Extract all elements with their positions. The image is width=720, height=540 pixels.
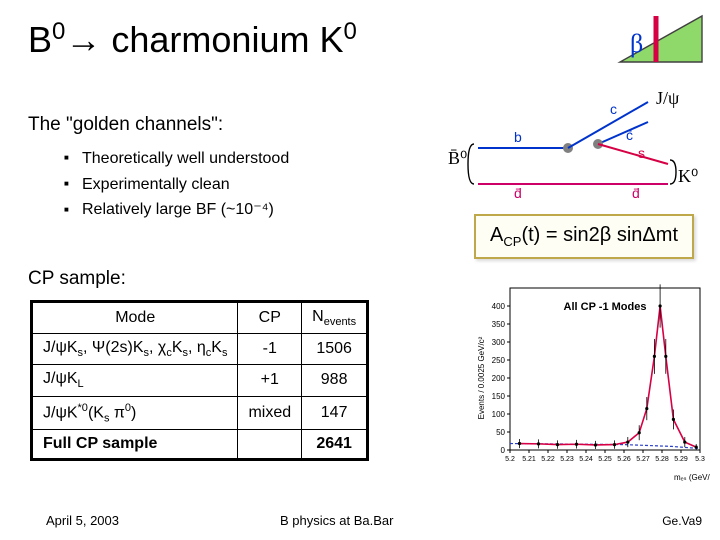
table-row: J/ψKL+1988 — [32, 365, 368, 396]
svg-text:350: 350 — [492, 320, 506, 329]
svg-text:J/ψ: J/ψ — [656, 88, 680, 108]
svg-text:5.21: 5.21 — [522, 456, 536, 463]
table-row-full: Full CP sample2641 — [32, 430, 368, 460]
svg-text:5.23: 5.23 — [560, 456, 574, 463]
svg-text:100: 100 — [492, 410, 506, 419]
table-header-row: Mode CP Nevents — [32, 302, 368, 334]
col-cp: CP — [238, 302, 302, 334]
svg-text:s: s — [638, 145, 645, 161]
svg-text:All CP -1 Modes: All CP -1 Modes — [564, 301, 647, 313]
svg-text:5.3: 5.3 — [695, 456, 705, 463]
svg-text:5.29: 5.29 — [674, 456, 688, 463]
golden-channels-heading: The "golden channels": — [28, 114, 223, 136]
svg-text:5.26: 5.26 — [617, 456, 631, 463]
svg-text:0: 0 — [501, 446, 506, 455]
page-title: B0→ charmonium K0 — [28, 18, 357, 61]
svg-text:c̄: c̄ — [626, 127, 633, 143]
svg-text:d̄: d̄ — [514, 185, 522, 201]
svg-text:250: 250 — [492, 356, 506, 365]
col-mode: Mode — [32, 302, 238, 334]
svg-text:5.22: 5.22 — [541, 456, 555, 463]
feynman-diagram: B̄⁰ K⁰ J/ψ b d̄ d̄ c c̄ s — [444, 88, 702, 202]
svg-text:300: 300 — [492, 338, 506, 347]
footer-mid: B physics at Ba.Bar — [280, 513, 393, 528]
table-row: J/ψK*0(Ks π0)mixed147 — [32, 396, 368, 430]
svg-text:5.28: 5.28 — [655, 456, 669, 463]
footer-date: April 5, 2003 — [46, 513, 119, 528]
table-row: J/ψKs, Ψ(2s)Ks, χcKs, ηcKs-11506 — [32, 334, 368, 365]
svg-text:d̄: d̄ — [632, 185, 640, 201]
svg-text:mₑₛ (GeV/c²): mₑₛ (GeV/c²) — [674, 473, 710, 482]
svg-text:K⁰: K⁰ — [678, 166, 698, 186]
beta-triangle-icon: β — [616, 10, 706, 68]
svg-text:5.25: 5.25 — [598, 456, 612, 463]
svg-text:b: b — [514, 129, 522, 145]
col-nevents: Nevents — [302, 302, 368, 334]
svg-text:5.2: 5.2 — [505, 456, 515, 463]
cp-sample-heading: CP sample: — [28, 268, 126, 290]
golden-bullets: Theoretically well understood Experiment… — [64, 146, 289, 223]
footer-page: Ge.Va9 — [662, 514, 702, 528]
svg-text:50: 50 — [496, 428, 505, 437]
svg-text:200: 200 — [492, 374, 506, 383]
acp-equation: ACP(t) = sin2β sinΔmt — [474, 214, 694, 259]
svg-text:150: 150 — [492, 392, 506, 401]
svg-text:β: β — [630, 29, 643, 58]
svg-text:B̄⁰: B̄⁰ — [448, 148, 467, 168]
list-item: Relatively large BF (~10⁻⁴) — [64, 197, 289, 223]
list-item: Theoretically well understood — [64, 146, 289, 172]
svg-text:400: 400 — [492, 302, 506, 311]
svg-text:5.24: 5.24 — [579, 456, 593, 463]
svg-text:c: c — [610, 101, 617, 117]
svg-text:5.27: 5.27 — [636, 456, 650, 463]
mes-plot: All CP -1 Modes 0 50 100 150 200 250 300 350 400… — [470, 278, 710, 486]
svg-text:Events / 0.0025 GeV/c²: Events / 0.0025 GeV/c² — [477, 336, 486, 419]
list-item: Experimentally clean — [64, 172, 289, 198]
cp-sample-table: Mode CP Nevents J/ψKs, Ψ(2s)Ks, χcKs, ηc… — [30, 300, 369, 461]
